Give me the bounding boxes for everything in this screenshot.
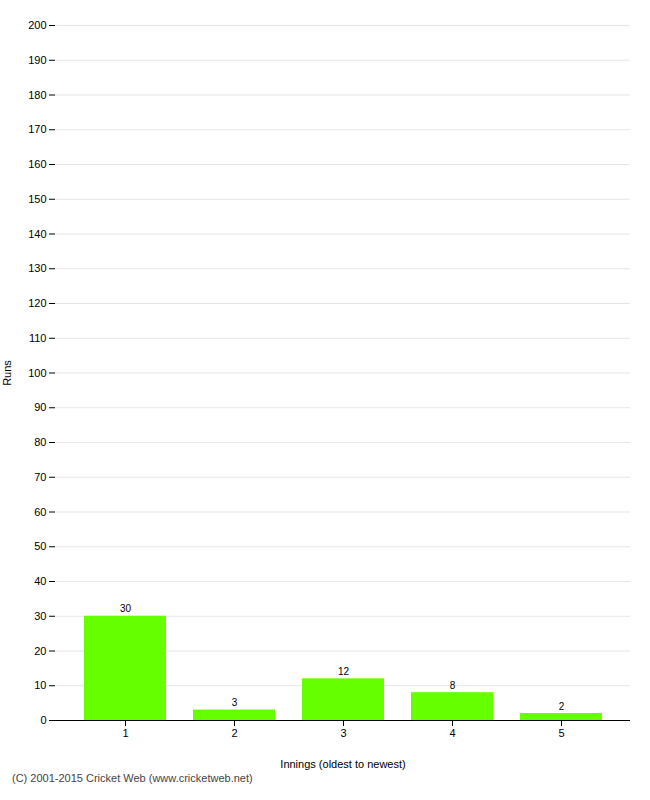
svg-text:60: 60 (34, 506, 46, 518)
svg-text:Runs: Runs (1, 360, 13, 386)
svg-text:10: 10 (34, 679, 46, 691)
svg-text:140: 140 (28, 228, 46, 240)
svg-text:50: 50 (34, 540, 46, 552)
svg-text:40: 40 (34, 575, 46, 587)
svg-text:30: 30 (120, 603, 132, 614)
svg-text:80: 80 (34, 436, 46, 448)
svg-text:100: 100 (28, 367, 46, 379)
svg-text:130: 130 (28, 262, 46, 274)
svg-text:1: 1 (122, 727, 128, 739)
svg-text:4: 4 (449, 727, 455, 739)
svg-text:3: 3 (232, 697, 238, 708)
svg-text:8: 8 (450, 680, 456, 691)
svg-text:2: 2 (559, 701, 565, 712)
svg-text:3: 3 (340, 727, 346, 739)
svg-text:0: 0 (40, 714, 46, 726)
svg-text:200: 200 (28, 19, 46, 31)
svg-text:120: 120 (28, 297, 46, 309)
svg-text:70: 70 (34, 471, 46, 483)
svg-text:180: 180 (28, 89, 46, 101)
svg-text:12: 12 (338, 666, 350, 677)
svg-text:2: 2 (231, 727, 237, 739)
svg-text:5: 5 (558, 727, 564, 739)
svg-text:170: 170 (28, 123, 46, 135)
svg-text:30: 30 (34, 610, 46, 622)
html-text:(C) 2001-2015 Cricket Web (www: (C) 2001-2015 Cricket Web (www.cricketwe… (12, 772, 253, 784)
svg-text:150: 150 (28, 193, 46, 205)
svg-text:190: 190 (28, 54, 46, 66)
svg-text:110: 110 (29, 332, 47, 344)
svg-text:Innings (oldest to newest): Innings (oldest to newest) (280, 758, 405, 770)
svg-text:160: 160 (28, 158, 46, 170)
svg-text:90: 90 (34, 401, 46, 413)
svg-text:20: 20 (34, 645, 46, 657)
